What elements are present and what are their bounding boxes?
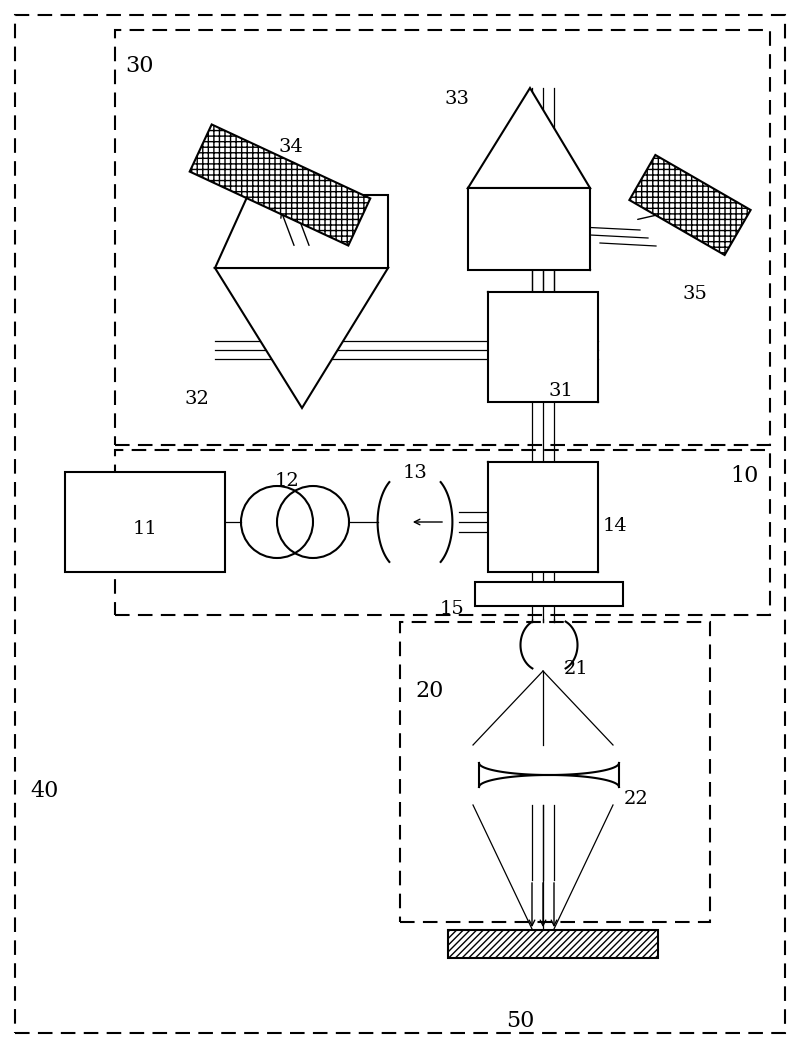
Bar — [488, 462, 598, 572]
Bar — [475, 582, 623, 606]
Text: 13: 13 — [403, 464, 428, 482]
Text: 15: 15 — [440, 601, 465, 618]
Bar — [65, 472, 225, 572]
Bar — [448, 930, 658, 958]
Text: 14: 14 — [603, 517, 628, 534]
Text: 35: 35 — [682, 285, 707, 303]
Text: 33: 33 — [445, 90, 470, 108]
Text: 32: 32 — [185, 390, 210, 408]
Text: 31: 31 — [548, 383, 573, 400]
Text: 22: 22 — [624, 790, 649, 808]
Bar — [115, 450, 770, 615]
Polygon shape — [215, 268, 388, 408]
Polygon shape — [468, 88, 590, 188]
Text: 21: 21 — [564, 660, 589, 678]
Text: 30: 30 — [125, 54, 154, 77]
Polygon shape — [630, 155, 750, 255]
Text: 10: 10 — [730, 465, 758, 487]
Text: 11: 11 — [133, 520, 158, 538]
Bar — [468, 188, 590, 270]
Text: 34: 34 — [278, 138, 303, 156]
Bar — [400, 623, 710, 922]
Bar — [115, 30, 770, 445]
Text: 20: 20 — [415, 680, 443, 702]
Bar — [488, 292, 598, 402]
Polygon shape — [190, 125, 370, 245]
Polygon shape — [215, 195, 388, 268]
Text: 40: 40 — [30, 780, 58, 802]
Text: 50: 50 — [506, 1010, 534, 1032]
Text: 12: 12 — [275, 472, 300, 490]
